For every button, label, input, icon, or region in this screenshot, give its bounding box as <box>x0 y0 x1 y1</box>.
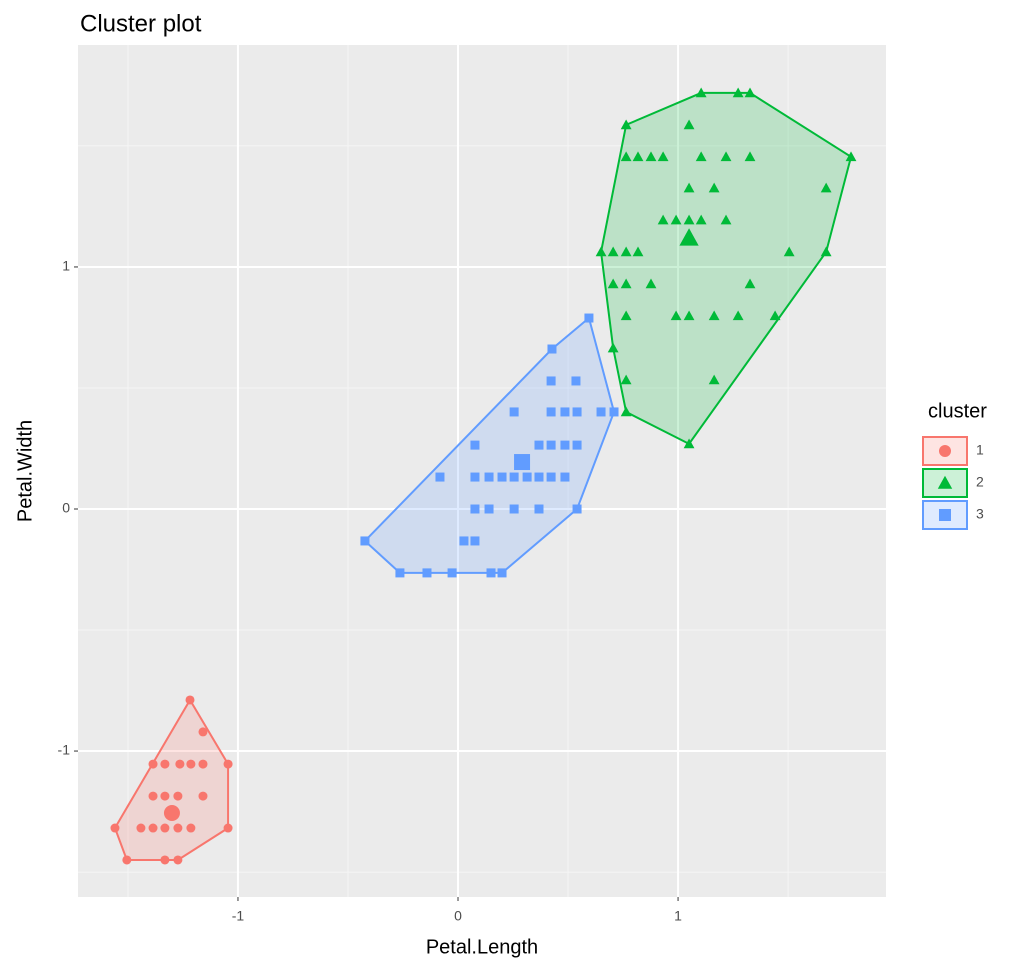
data-point <box>597 407 606 416</box>
data-point <box>459 536 468 545</box>
data-point <box>175 760 184 769</box>
y-tick-label: -1 <box>58 742 71 758</box>
page: {"chart_data": {"type": "scatter", "titl… <box>0 0 1013 969</box>
data-point <box>534 441 543 450</box>
data-point <box>573 407 582 416</box>
data-point <box>224 824 233 833</box>
legend-label: 1 <box>976 442 984 458</box>
data-point <box>149 792 158 801</box>
data-point <box>498 568 507 577</box>
legend-label: 2 <box>976 474 984 490</box>
cluster-center <box>164 805 180 821</box>
data-point <box>510 473 519 482</box>
data-point <box>173 855 182 864</box>
data-point <box>448 568 457 577</box>
chart-title: Cluster plot <box>80 10 202 37</box>
cluster-center <box>514 454 530 470</box>
data-point <box>584 314 593 323</box>
data-point <box>422 568 431 577</box>
data-point <box>198 727 207 736</box>
data-point <box>360 536 369 545</box>
data-point <box>395 568 404 577</box>
data-point <box>110 824 119 833</box>
data-point <box>470 441 479 450</box>
data-point <box>523 473 532 482</box>
legend-title: cluster <box>928 400 987 422</box>
data-point <box>173 824 182 833</box>
x-tick-label: 0 <box>454 908 462 924</box>
legend-label: 3 <box>976 506 984 522</box>
y-tick-label: 1 <box>62 258 70 274</box>
data-point <box>510 407 519 416</box>
data-point <box>547 376 556 385</box>
data-point <box>470 473 479 482</box>
data-point <box>136 824 145 833</box>
data-point <box>560 441 569 450</box>
data-point <box>610 407 619 416</box>
legend-marker <box>939 509 951 521</box>
data-point <box>198 760 207 769</box>
data-point <box>534 473 543 482</box>
data-point <box>485 505 494 514</box>
data-point <box>547 441 556 450</box>
data-point <box>186 824 195 833</box>
data-point <box>485 473 494 482</box>
data-point <box>186 695 195 704</box>
x-tick-label: -1 <box>232 908 245 924</box>
data-point <box>560 473 569 482</box>
data-point <box>435 473 444 482</box>
legend-marker <box>939 445 951 457</box>
data-point <box>573 505 582 514</box>
data-point <box>160 855 169 864</box>
data-point <box>160 824 169 833</box>
data-point <box>547 345 556 354</box>
data-point <box>547 407 556 416</box>
chart: Cluster plot Petal.Length Petal.Width cl… <box>0 0 1013 969</box>
data-point <box>560 407 569 416</box>
data-point <box>224 760 233 769</box>
data-point <box>470 505 479 514</box>
data-point <box>534 505 543 514</box>
data-point <box>547 473 556 482</box>
data-point <box>149 824 158 833</box>
data-point <box>498 473 507 482</box>
data-point <box>571 376 580 385</box>
data-point <box>122 855 131 864</box>
y-axis-label: Petal.Width <box>14 420 36 522</box>
data-point <box>186 760 195 769</box>
data-point <box>470 536 479 545</box>
data-point <box>160 792 169 801</box>
x-tick-label: 1 <box>674 908 682 924</box>
x-axis-label: Petal.Length <box>426 936 538 958</box>
y-tick-label: 0 <box>62 500 70 516</box>
data-point <box>149 760 158 769</box>
data-point <box>573 441 582 450</box>
data-point <box>173 792 182 801</box>
data-point <box>198 792 207 801</box>
data-point <box>160 760 169 769</box>
data-point <box>487 568 496 577</box>
data-point <box>510 505 519 514</box>
